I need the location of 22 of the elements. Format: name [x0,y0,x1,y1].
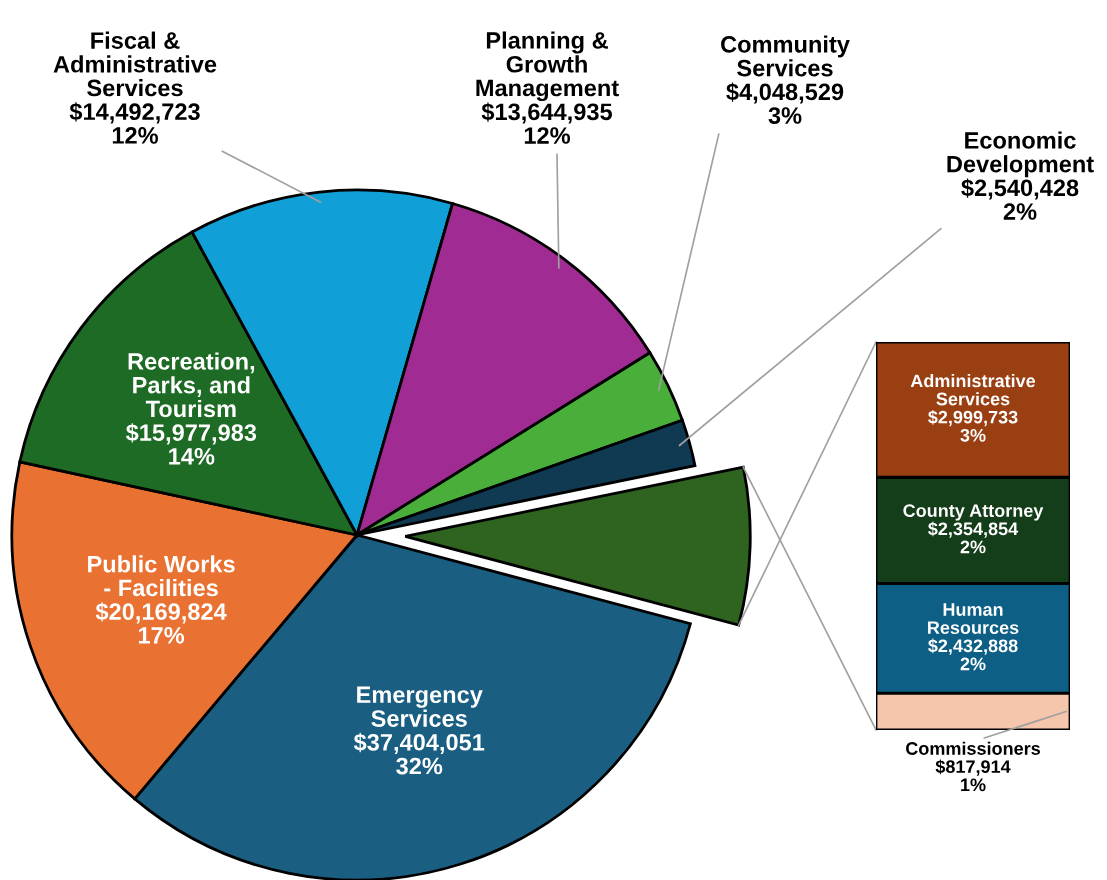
data-label: $37,404,051 32% [353,732,485,775]
slice-label: Community Services [721,35,850,77]
slice-label: Fiscal & Administrative Services [53,31,217,97]
slice-label: Emergency Services [357,686,483,727]
slice-label: Planning & Growth Management [476,31,619,102]
data-label: $817,914 1% [935,759,1011,792]
data-label: $2,432,888 2% [928,638,1018,671]
data-label: $20,169,824 17% [95,602,227,644]
series-label: Administrative Services [910,374,1036,406]
data-label: $2,354,854 2% [928,521,1019,554]
slice-label: Public Works - Facilities [88,555,235,597]
data-label: $13,644,935 12% [481,102,612,144]
data-label: $4,048,529 3% [726,82,844,124]
data-label: $15,977,983 14% [125,423,257,465]
series-label: Commissioners [906,741,1040,755]
data-label: $2,999,733 3% [928,409,1018,442]
series-label: County Attorney [903,504,1044,521]
slice-label: Economic Development [947,131,1094,178]
series-label: Human Resources [928,603,1019,635]
slice-label: Recreation, Parks, and Tourism [128,352,255,418]
data-label: $2,540,428 2% [961,178,1079,220]
data-label: $14,492,723 12% [69,102,200,144]
